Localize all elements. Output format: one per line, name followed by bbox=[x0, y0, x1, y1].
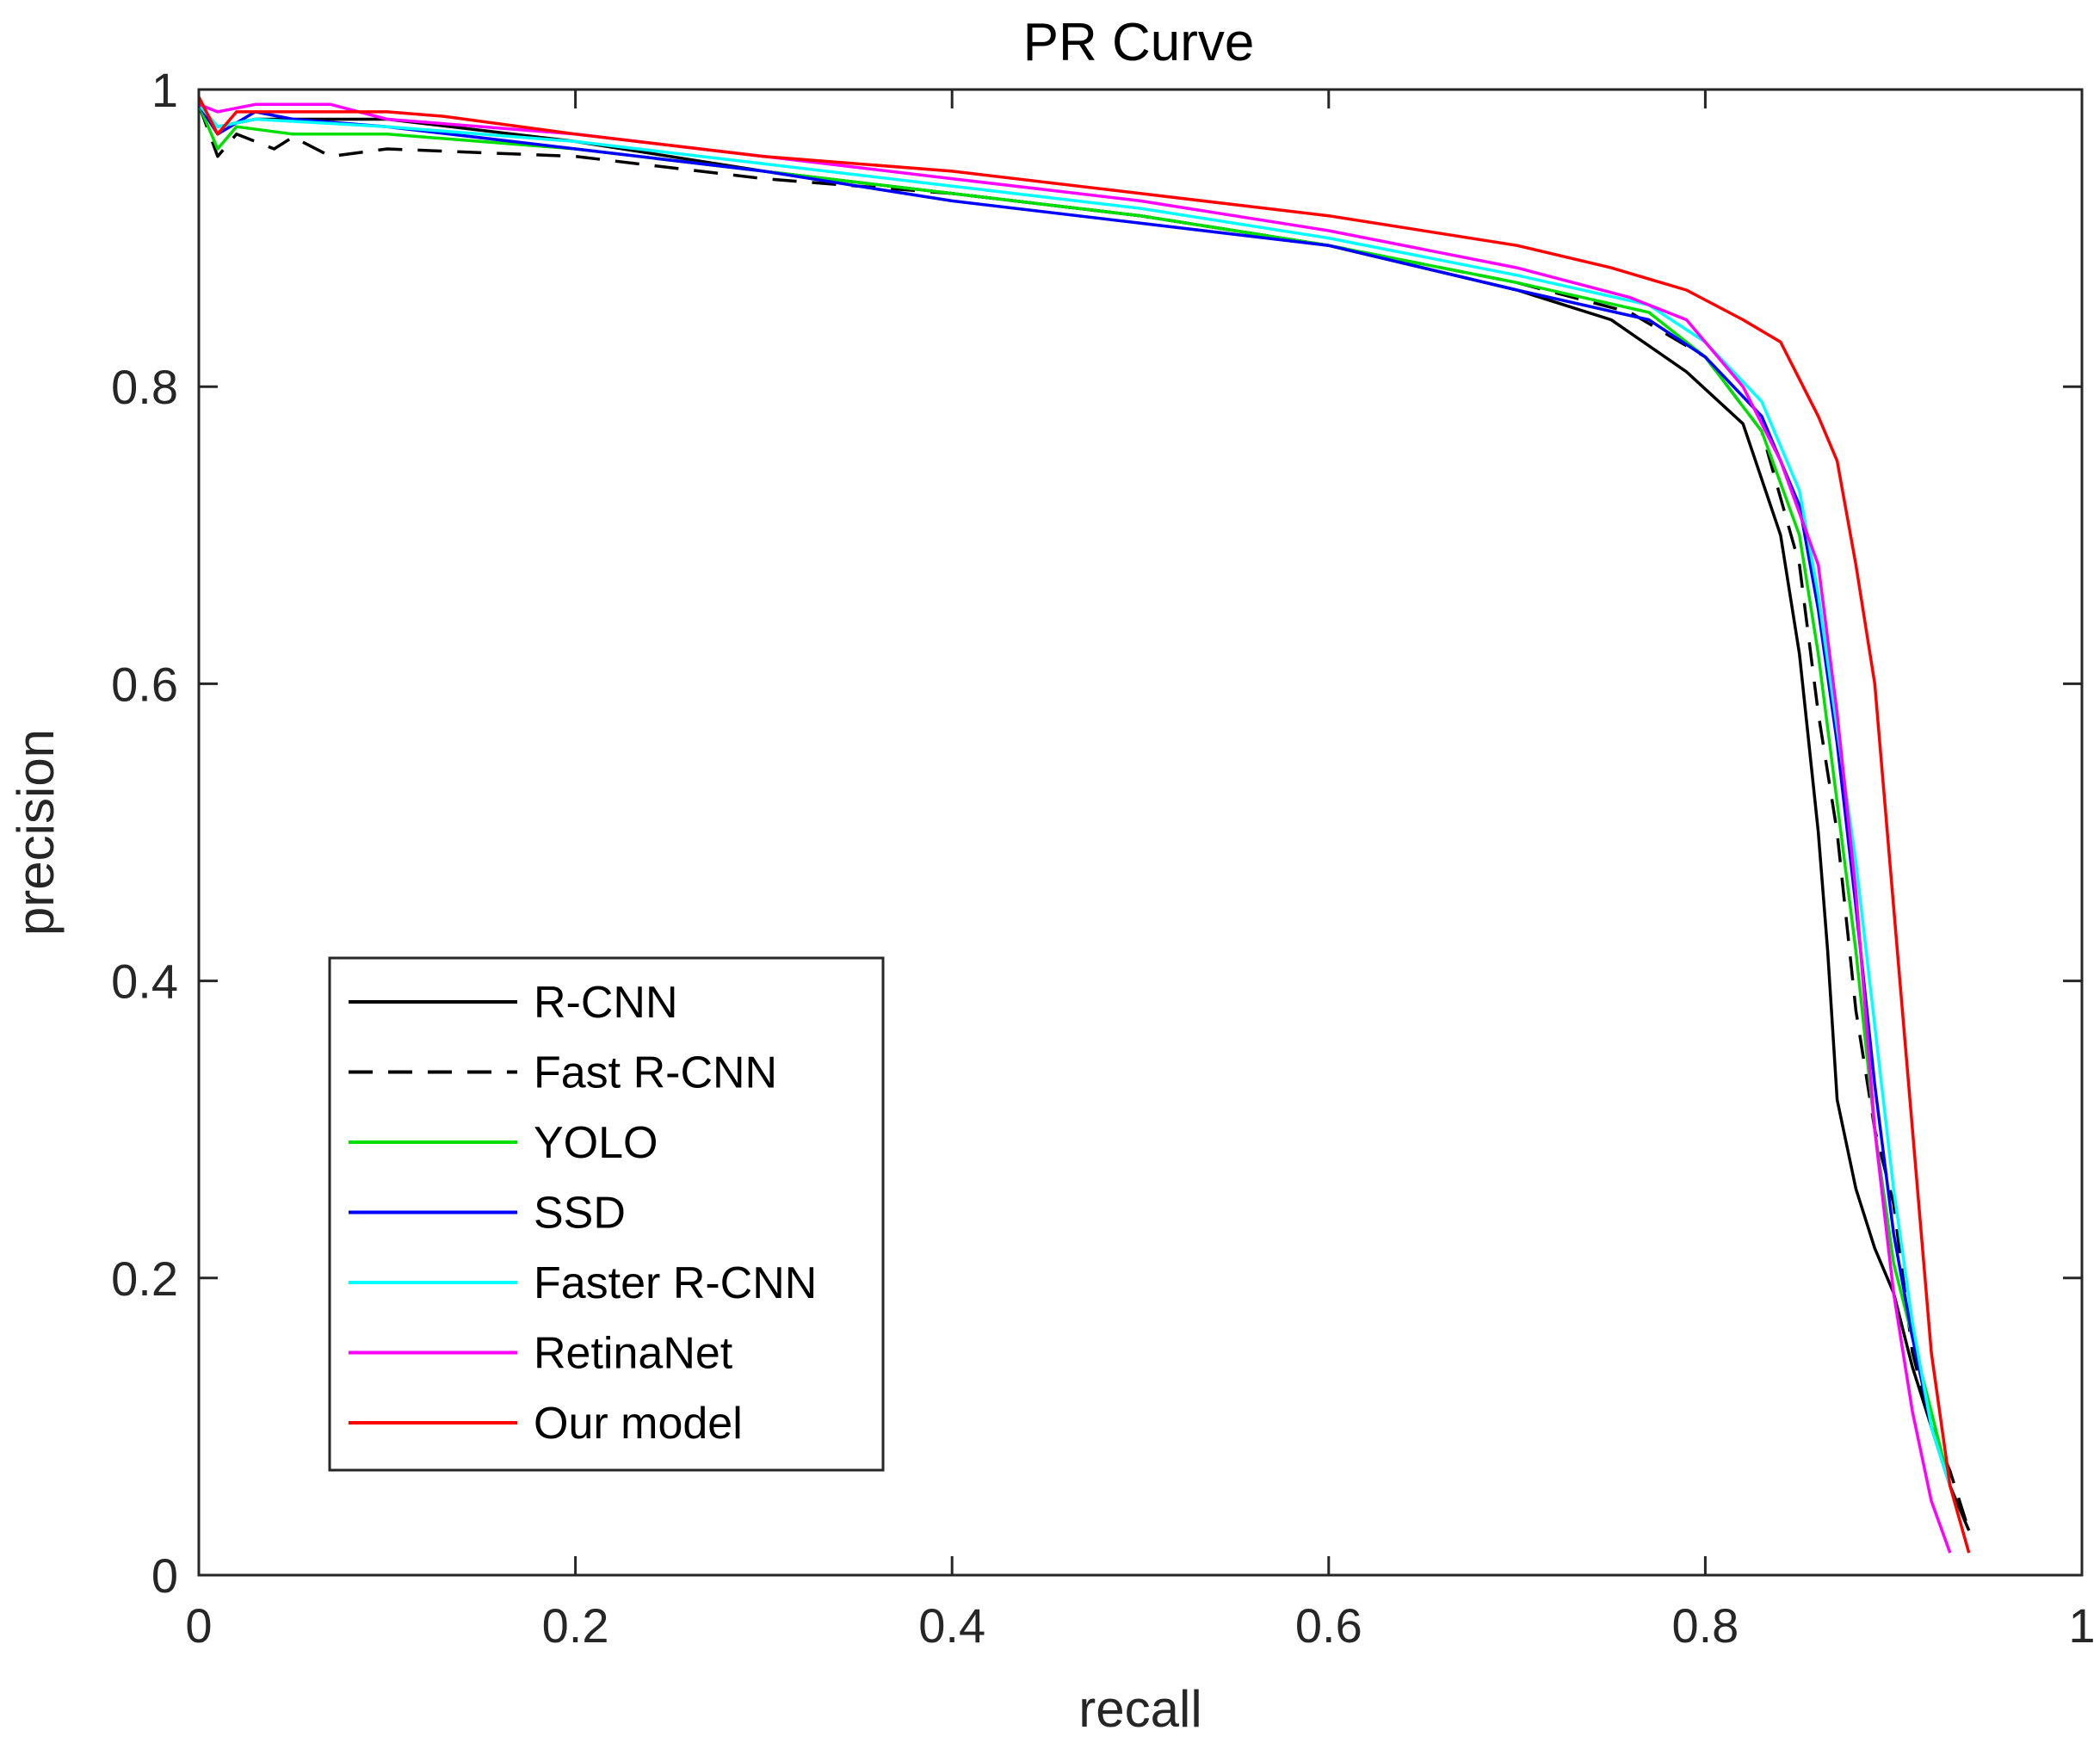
legend-label: R-CNN bbox=[534, 978, 678, 1028]
y-axis-title: precision bbox=[7, 729, 65, 936]
series-line-our-model bbox=[197, 96, 1971, 1554]
ticks-layer: 0 0.2 0.4 0.6 0.8 1 0 0.2 0.4 0.6 0.8 1 bbox=[111, 63, 2095, 1653]
y-tick-label: 0.6 bbox=[111, 657, 178, 711]
y-tick-label: 0 bbox=[151, 1548, 178, 1603]
x-tick-label: 0.2 bbox=[542, 1598, 609, 1653]
legend-label: RetinaNet bbox=[534, 1329, 733, 1379]
y-tick-label: 0.4 bbox=[111, 955, 178, 1009]
series-line-retinanet bbox=[198, 102, 1952, 1554]
x-tick-label: 0.4 bbox=[918, 1598, 985, 1653]
legend-label: YOLO bbox=[534, 1118, 658, 1168]
y-tick-label: 0.2 bbox=[111, 1251, 178, 1306]
legend-label: Fast R-CNN bbox=[534, 1048, 777, 1098]
y-tick-label: 1 bbox=[151, 63, 178, 117]
x-axis-title: recall bbox=[1078, 1680, 1201, 1738]
chart-title: PR Curve bbox=[1023, 13, 1255, 72]
series-line-faster-r-cnn bbox=[197, 103, 1952, 1486]
x-tick-label: 1 bbox=[2068, 1598, 2095, 1653]
x-tick-label: 0.6 bbox=[1295, 1598, 1362, 1653]
legend-label: Our model bbox=[534, 1399, 743, 1449]
x-tick-label: 0 bbox=[185, 1598, 212, 1653]
y-tick-label: 0.8 bbox=[111, 360, 178, 414]
series-layer bbox=[197, 96, 1971, 1554]
legend: R-CNN Fast R-CNN YOLO SSD Faster R-CNN Retina… bbox=[328, 956, 885, 1472]
legend-label: SSD bbox=[534, 1189, 626, 1239]
x-tick-label: 0.8 bbox=[1671, 1598, 1739, 1653]
series-line-fast-r-cnn bbox=[197, 103, 1971, 1531]
legend-label: Faster R-CNN bbox=[534, 1258, 817, 1308]
